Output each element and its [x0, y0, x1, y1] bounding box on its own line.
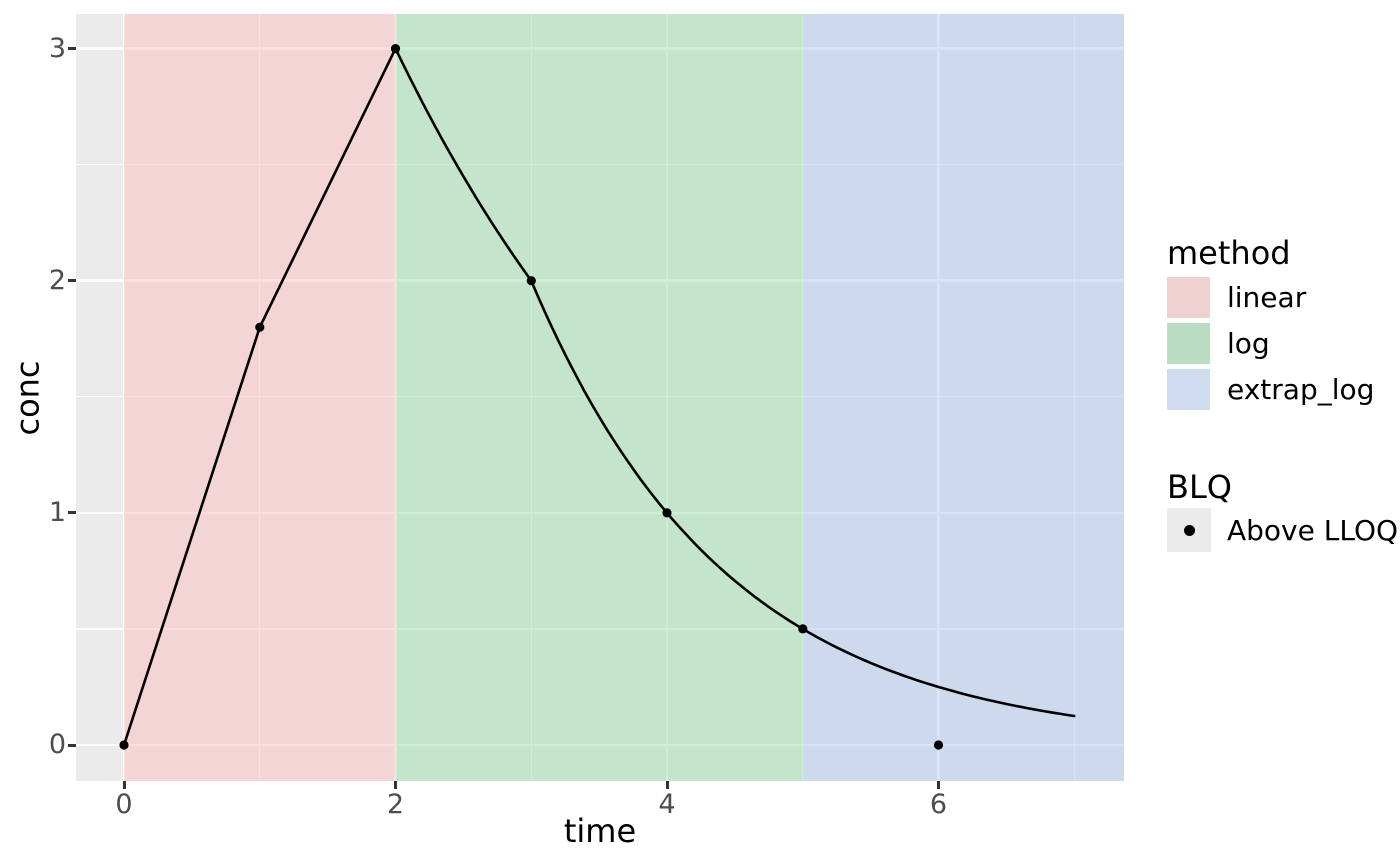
legend-item-log: log — [1167, 323, 1399, 364]
plot-panel — [76, 14, 1124, 781]
x-tick-label: 2 — [386, 789, 405, 820]
legend-swatch-extrap-log — [1167, 369, 1210, 410]
concentration-curve-layer — [119, 44, 1076, 750]
x-tick-label: 0 — [115, 789, 133, 820]
point-icon — [1183, 524, 1195, 536]
data-point — [526, 276, 536, 286]
x-tick-mark — [122, 781, 126, 789]
data-point — [662, 508, 672, 518]
legend-item-label: extrap_log — [1227, 373, 1375, 406]
y-tick-label: 2 — [48, 264, 66, 296]
legend-blq-title: BLQ — [1167, 468, 1232, 506]
legend-item-label: linear — [1227, 281, 1307, 314]
legend-item-linear: linear — [1167, 277, 1399, 318]
y-tick-mark — [68, 47, 76, 51]
legend-swatch-linear — [1167, 277, 1210, 318]
y-axis-title: conc — [9, 359, 48, 436]
y-tick-label: 1 — [48, 496, 66, 528]
y-tick-label: 0 — [48, 729, 66, 760]
data-point — [119, 740, 129, 750]
region-extrap-log — [802, 14, 1124, 781]
y-tick-label: 3 — [48, 32, 66, 64]
concentration-curve — [122, 47, 1076, 747]
legend-method-title: method — [1167, 234, 1291, 272]
legend-item-label: Above LLOQ — [1227, 513, 1399, 547]
blq-legend-key — [1167, 508, 1211, 552]
x-tick-mark — [937, 781, 940, 789]
data-point — [390, 44, 401, 54]
data-point — [798, 624, 808, 634]
data-point — [933, 740, 944, 750]
x-tick-label: 6 — [929, 789, 948, 820]
y-tick-mark — [68, 511, 76, 515]
legend-swatch-log — [1167, 323, 1210, 364]
region-log — [395, 14, 803, 781]
x-axis-title: time — [563, 812, 637, 850]
legend-item-label: log — [1227, 327, 1270, 360]
x-tick-mark — [394, 781, 397, 789]
legend: method linear log extrap_log BLQ Above L… — [1167, 236, 1399, 557]
legend-item-above-lloq: Above LLOQ — [1167, 508, 1399, 552]
y-tick-mark — [68, 743, 76, 747]
y-tick-mark — [68, 279, 76, 283]
data-point — [255, 322, 265, 332]
x-tick-label: 4 — [658, 789, 676, 820]
legend-item-extrap-log: extrap_log — [1167, 369, 1399, 410]
x-tick-mark — [665, 781, 669, 789]
